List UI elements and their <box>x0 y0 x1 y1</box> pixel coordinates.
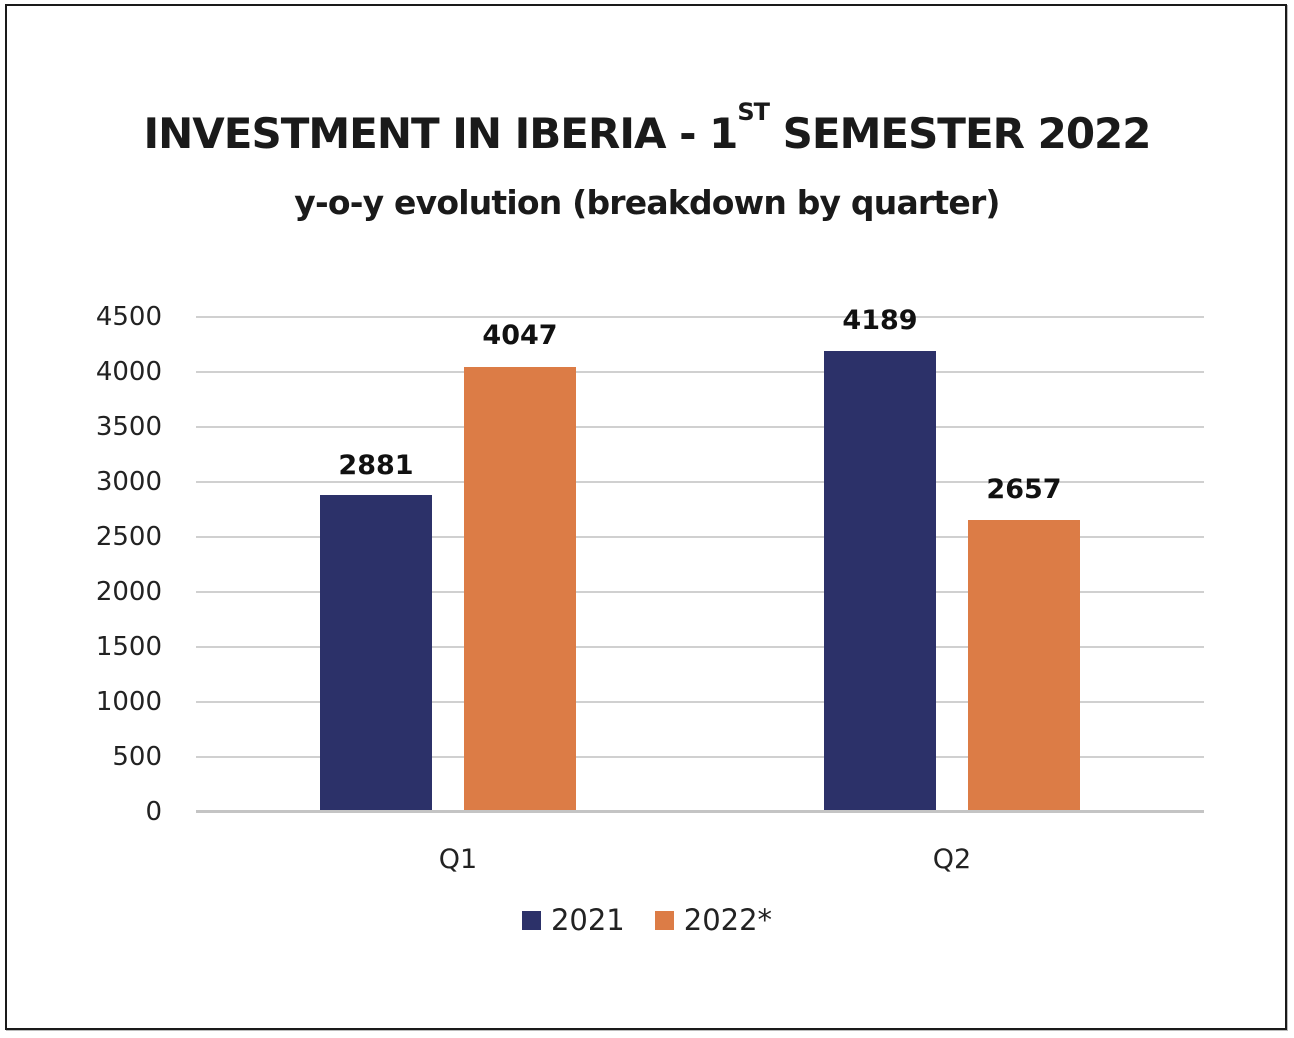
bar-q1-2022 <box>464 367 576 811</box>
gridline-2500 <box>196 536 1204 538</box>
chart-title: INVESTMENT IN IBERIA - 1ST SEMESTER 2022 <box>0 100 1294 162</box>
y-tick-1500: 1500 <box>95 632 162 662</box>
gridline-4000 <box>196 371 1204 373</box>
legend-label-2022: 2022* <box>683 903 773 937</box>
y-tick-4000: 4000 <box>95 357 162 387</box>
bar-q2-2022 <box>968 520 1080 811</box>
y-tick-2000: 2000 <box>95 577 162 607</box>
legend-swatch-2021-icon <box>521 910 541 930</box>
y-tick-0: 0 <box>145 797 162 827</box>
legend-item-2022: 2022* <box>654 903 773 937</box>
chart-title-superscript: ST <box>737 98 770 126</box>
chart-frame <box>5 4 1287 1030</box>
x-category-q2: Q2 <box>932 844 972 875</box>
gridline-500 <box>196 756 1204 758</box>
chart-title-suffix: SEMESTER 2022 <box>769 109 1152 158</box>
y-tick-3000: 3000 <box>95 467 162 497</box>
data-label-q1-2021: 2881 <box>338 450 414 481</box>
chart-title-prefix: INVESTMENT IN IBERIA - 1 <box>143 109 738 158</box>
legend-swatch-2022-icon <box>654 910 674 930</box>
data-label-q1-2022: 4047 <box>482 320 558 351</box>
gridline-1000 <box>196 701 1204 703</box>
bar-q2-2021 <box>824 351 936 811</box>
y-tick-1000: 1000 <box>95 687 162 717</box>
gridline-4500 <box>196 316 1204 318</box>
data-label-q2-2021: 4189 <box>842 305 918 336</box>
x-axis-line <box>196 810 1204 813</box>
y-tick-3500: 3500 <box>95 412 162 442</box>
chart-subtitle: y-o-y evolution (breakdown by quarter) <box>294 183 1000 222</box>
x-category-q1: Q1 <box>438 844 478 875</box>
y-tick-4500: 4500 <box>95 302 162 332</box>
bar-q1-2021 <box>320 495 432 811</box>
y-tick-500: 500 <box>112 742 162 772</box>
gridline-2000 <box>196 591 1204 593</box>
legend-item-2021: 2021 <box>521 903 625 937</box>
legend-label-2021: 2021 <box>550 903 625 937</box>
gridline-3000 <box>196 481 1204 483</box>
legend: 2021 2022* <box>0 903 1294 937</box>
gridline-1500 <box>196 646 1204 648</box>
y-tick-2500: 2500 <box>95 522 162 552</box>
data-label-q2-2022: 2657 <box>986 474 1062 505</box>
gridline-3500 <box>196 426 1204 428</box>
